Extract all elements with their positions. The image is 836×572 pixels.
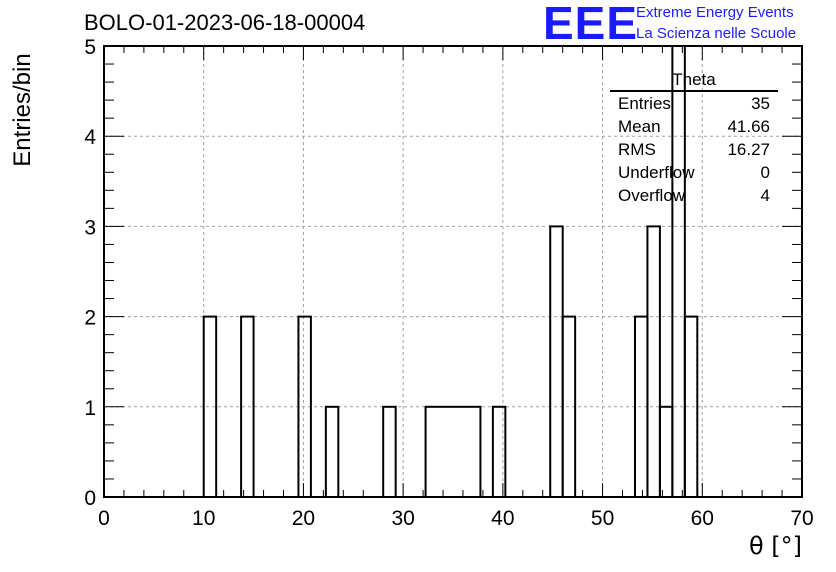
stats-value: 41.66 [727,117,770,136]
stats-label: Mean [618,117,661,136]
plot-frame [103,45,803,498]
stats-title: Theta [610,70,778,92]
stats-label: Entries [618,94,671,113]
y-tick-label: 5 [84,36,96,59]
stats-row-entries: Entries 35 [610,92,778,115]
histogram-bin [424,405,482,498]
x-tick-label: 60 [691,507,714,530]
stats-row-underflow: Underflow 0 [610,161,778,184]
x-tick-label: 0 [98,507,110,530]
y-tick-label: 4 [84,126,96,149]
logo-line-1: Extreme Energy Events [636,4,794,21]
stats-label: Underflow [618,163,695,182]
x-tick-label: 40 [491,507,514,530]
stats-label: Overflow [618,186,686,205]
logo-line-2: La Scienza nelle Scuole [636,25,797,42]
stats-row-mean: Mean 41.66 [610,115,778,138]
histogram-bin [658,405,674,498]
y-tick-label: 1 [84,397,96,420]
histogram-bin [324,405,340,498]
stats-label: RMS [618,140,656,159]
x-tick-label: 10 [192,507,215,530]
histogram-bin [646,225,661,498]
stats-value: 16.27 [727,140,770,159]
stats-box: Theta Entries 35 Mean 41.66 RMS 16.27 Un… [610,70,778,207]
y-tick-label: 3 [84,216,96,239]
histogram-bin [491,405,507,498]
chart-title: BOLO-01-2023-06-18-00004 [84,10,366,35]
stats-value: 0 [760,163,770,182]
y-tick-label: 0 [84,487,96,510]
y-tick-label: 2 [84,307,96,330]
x-tick-label: 70 [790,507,813,530]
stats-value: 4 [760,186,770,205]
x-tick-label: 20 [292,507,315,530]
stats-value: 35 [751,94,770,113]
x-tick-label: 50 [591,507,614,530]
stats-row-rms: RMS 16.27 [610,138,778,161]
stats-row-overflow: Overflow 4 [610,184,778,207]
eee-logo-mark: EEE [543,0,639,49]
x-axis-label: θ [°] [748,532,802,560]
x-tick-label: 30 [391,507,414,530]
histogram-bin [382,405,397,498]
eee-logo-text: Extreme Energy Events La Scienza nelle S… [636,2,796,44]
histogram-bin [549,225,564,498]
